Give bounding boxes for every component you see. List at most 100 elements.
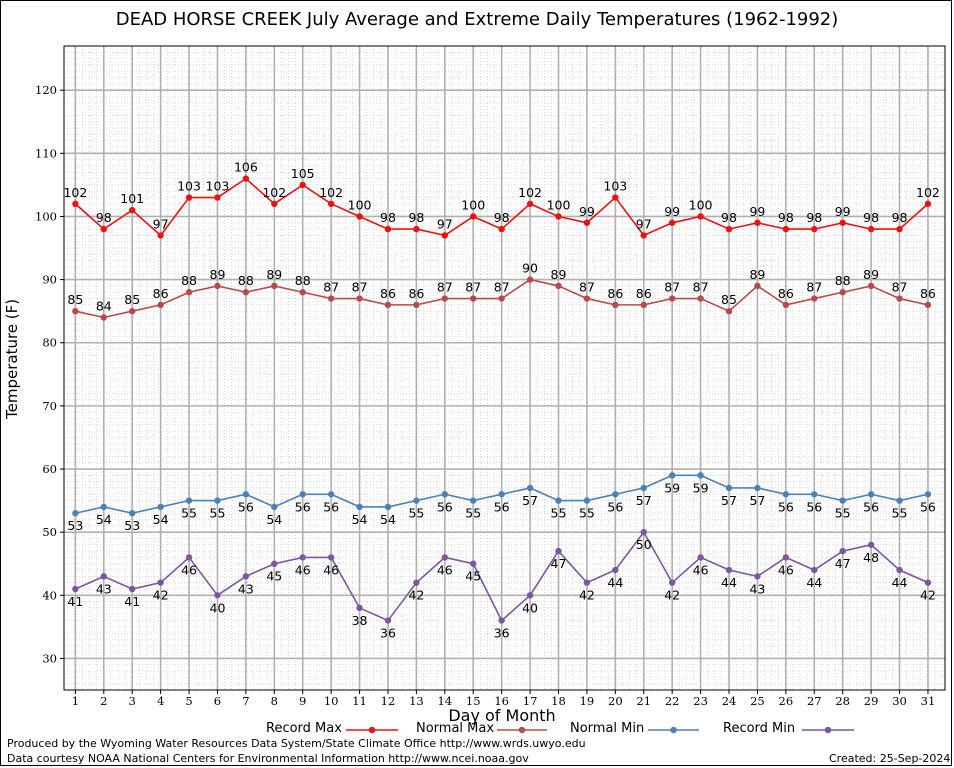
record-max-data-label: 100 — [547, 197, 571, 212]
normal-min-data-label: 54 — [96, 512, 112, 527]
footer-producer: Produced by the Wyoming Water Resources … — [7, 737, 586, 750]
record-min-data-label: 40 — [210, 600, 226, 615]
normal-max-data-label: 87 — [352, 280, 368, 295]
record-max-data-label: 105 — [291, 166, 315, 181]
record-max-point — [214, 194, 221, 201]
x-tick-label: 27 — [807, 694, 822, 708]
footer-data-source: Data courtesy NOAA National Centers for … — [7, 752, 529, 765]
normal-max-data-label: 86 — [153, 286, 169, 301]
normal-max-data-label: 85 — [721, 292, 737, 307]
record-min-data-label: 43 — [749, 581, 765, 596]
y-tick-label: 30 — [42, 651, 57, 665]
record-max-point — [924, 200, 932, 208]
x-tick-label: 28 — [835, 694, 850, 708]
record-max-data-label: 97 — [153, 216, 169, 231]
normal-max-data-label: 87 — [323, 280, 339, 295]
normal-min-data-label: 57 — [749, 493, 765, 508]
normal-max-data-label: 89 — [863, 267, 879, 282]
normal-min-data-label: 54 — [153, 512, 169, 527]
normal-min-point — [583, 497, 591, 504]
record-max-data-label: 100 — [348, 197, 372, 212]
x-tick-label: 29 — [864, 694, 879, 708]
y-tick-label: 110 — [35, 146, 57, 160]
record-min-data-label: 41 — [67, 594, 83, 609]
record-max-data-label: 100 — [461, 197, 485, 212]
record-max-point — [555, 213, 562, 220]
normal-min-data-label: 56 — [778, 499, 794, 514]
y-tick-label: 40 — [42, 588, 57, 602]
normal-max-data-label: 90 — [522, 261, 538, 276]
record-min-data-label: 43 — [96, 581, 112, 596]
x-tick-label: 24 — [722, 694, 737, 708]
record-min-data-label: 43 — [238, 581, 254, 596]
normal-max-data-label: 86 — [920, 286, 936, 301]
x-tick-label: 17 — [523, 694, 538, 708]
normal-max-data-label: 88 — [835, 273, 851, 288]
record-min-data-label: 41 — [124, 594, 140, 609]
x-tick-label: 21 — [636, 694, 651, 708]
normal-max-point — [100, 314, 107, 321]
normal-min-point — [640, 484, 647, 492]
normal-max-data-label: 84 — [96, 298, 112, 313]
normal-min-data-label: 56 — [863, 499, 879, 514]
record-max-data-label: 102 — [518, 185, 542, 200]
normal-max-data-label: 87 — [664, 280, 680, 295]
normal-min-point — [470, 497, 477, 504]
normal-max-point — [668, 295, 676, 302]
normal-min-data-label: 55 — [551, 506, 567, 521]
normal-min-point — [811, 491, 818, 498]
legend-marker-normal-max — [518, 726, 526, 734]
normal-min-data-label: 59 — [664, 480, 680, 495]
normal-max-data-label: 89 — [266, 267, 282, 282]
record-min-data-label: 46 — [181, 562, 197, 577]
record-min-data-label: 45 — [465, 569, 481, 584]
x-tick-label: 6 — [214, 694, 221, 708]
record-max-data-label: 99 — [579, 204, 595, 219]
record-min-data-label: 36 — [494, 626, 510, 641]
legend-label-record-min: Record Min — [723, 721, 796, 736]
x-tick-label: 15 — [466, 694, 481, 708]
record-min-data-label: 46 — [295, 562, 311, 577]
record-max-point — [668, 219, 676, 226]
x-tick-label: 2 — [100, 694, 107, 708]
record-max-point — [867, 225, 875, 233]
normal-max-data-label: 86 — [380, 286, 396, 301]
normal-max-point — [896, 295, 903, 302]
x-tick-label: 22 — [665, 694, 680, 708]
record-max-data-label: 102 — [63, 185, 87, 200]
normal-min-data-label: 56 — [806, 499, 822, 514]
record-min-data-label: 48 — [863, 550, 879, 565]
normal-min-data-label: 56 — [607, 499, 623, 514]
record-min-data-label: 47 — [551, 556, 567, 571]
normal-min-data-label: 56 — [437, 499, 453, 514]
y-tick-label: 70 — [42, 399, 57, 413]
record-min-data-label: 42 — [664, 588, 680, 603]
record-max-data-label: 100 — [689, 197, 713, 212]
record-max-data-label: 99 — [664, 204, 680, 219]
record-max-data-label: 99 — [835, 204, 851, 219]
record-min-point — [924, 579, 932, 586]
record-max-data-label: 106 — [234, 160, 258, 175]
record-min-data-label: 36 — [380, 626, 396, 641]
record-max-point — [612, 194, 619, 201]
normal-max-point — [242, 289, 250, 296]
record-max-point — [157, 232, 164, 239]
record-max-point — [327, 200, 335, 208]
record-max-point — [299, 181, 306, 189]
record-min-point — [839, 547, 846, 555]
x-axis-label: Day of Month — [448, 706, 556, 725]
x-tick-label: 16 — [494, 694, 509, 708]
record-min-point — [356, 604, 363, 612]
normal-min-point — [555, 497, 562, 504]
normal-min-point — [299, 491, 306, 498]
record-min-point — [782, 554, 790, 561]
legend-label-normal-max: Normal Max — [416, 721, 495, 736]
record-max-point — [72, 200, 79, 208]
normal-min-data-label: 56 — [920, 499, 936, 514]
normal-min-data-label: 56 — [494, 499, 510, 514]
record-min-point — [185, 554, 193, 561]
record-max-data-label: 101 — [120, 191, 144, 206]
record-max-point — [413, 225, 420, 233]
record-min-point — [271, 560, 278, 567]
record-min-point — [299, 554, 306, 561]
